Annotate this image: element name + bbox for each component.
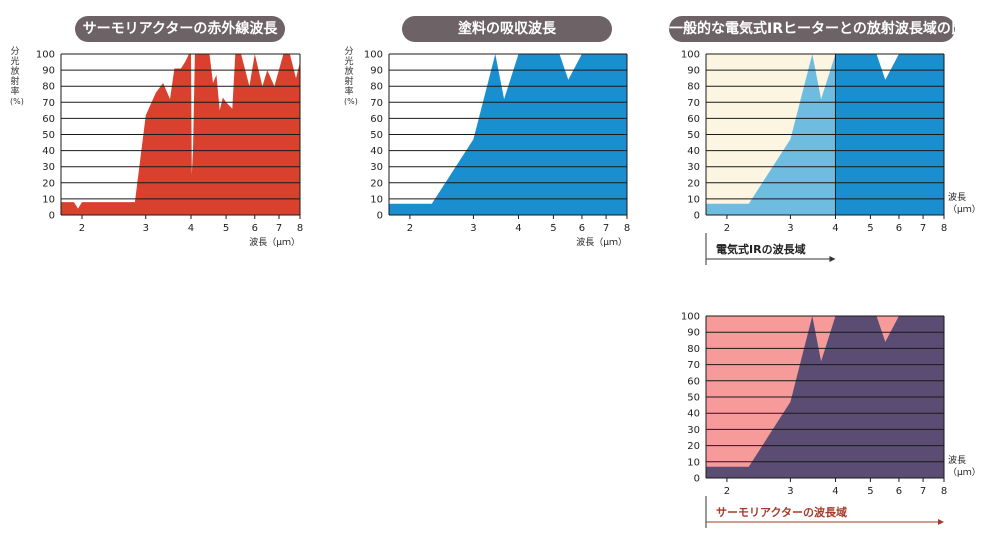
ytick-label: 100 [364, 50, 383, 61]
ytick-label: 100 [681, 50, 700, 61]
ytick-label: 30 [370, 162, 383, 173]
ytick-label: 20 [687, 178, 700, 189]
xaxis-label-line2: （μｍ） [948, 204, 981, 215]
xaxis-label: 波長（μｍ） [249, 236, 300, 248]
xtick-label: 6 [579, 223, 585, 234]
xtick-label: 8 [297, 223, 303, 234]
ytick-label: 0 [49, 211, 55, 222]
ytick-label: 10 [42, 194, 55, 205]
ytick-label: 60 [687, 376, 700, 387]
xtick-label: 2 [407, 223, 413, 234]
xtick-label: 2 [79, 223, 85, 234]
xtick-label: 2 [724, 223, 730, 234]
xtick-label: 4 [832, 223, 838, 234]
xtick-label: 3 [787, 486, 793, 497]
xtick-label: 4 [515, 223, 521, 234]
range-arrow-head [829, 256, 836, 262]
ytick-label: 80 [687, 82, 700, 93]
xtick-label: 4 [188, 223, 194, 234]
ytick-label: 40 [687, 409, 700, 420]
xtick-label: 4 [832, 486, 838, 497]
ytick-label: 90 [370, 66, 383, 77]
xtick-label: 3 [787, 223, 793, 234]
xtick-label: 2 [724, 486, 730, 497]
chart3-title: 一般的な電気式IRヒーターとの放射波長域の比較 [669, 16, 979, 42]
chart4-group: 0 10 20 30 40 50 60 70 80 90 100 2 3 4 5 6 7 8 波長（μｍ） サーモリア… [681, 312, 981, 528]
ytick-label: 0 [694, 474, 700, 485]
ytick-label: 60 [370, 114, 383, 125]
ytick-label: 90 [687, 66, 700, 77]
xaxis-label-line1: 波長 [948, 191, 966, 203]
ytick-label: 90 [42, 66, 55, 77]
ytick-label: 10 [687, 457, 700, 468]
ytick-label: 80 [42, 82, 55, 93]
ytick-label: 100 [36, 50, 55, 61]
xtick-label: 8 [941, 223, 947, 234]
xtick-label: 5 [223, 223, 229, 234]
ytick-label: 10 [687, 194, 700, 205]
xtick-label: 5 [550, 223, 556, 234]
xtick-label: 3 [143, 223, 149, 234]
xtick-label: 6 [896, 223, 902, 234]
paint-absorption-area-overlap [706, 54, 836, 215]
ytick-label: 40 [687, 146, 700, 157]
range-annotation-label: サーモリアクターの波長域 [716, 505, 847, 519]
ytick-label: 70 [370, 98, 383, 109]
ytick-label: 80 [370, 82, 383, 93]
ytick-label: 70 [687, 98, 700, 109]
ytick-label: 50 [42, 130, 55, 141]
chart1-group: 0 10 20 30 40 50 60 70 80 90 100 2 3 4 5 6 7 8 波長（μｍ） [36, 50, 303, 249]
ytick-label: 70 [42, 98, 55, 109]
xtick-label: 7 [276, 223, 282, 234]
ytick-label: 90 [687, 328, 700, 339]
ytick-label: 10 [370, 194, 383, 205]
ytick-label: 20 [687, 441, 700, 452]
ytick-label: 30 [687, 162, 700, 173]
ytick-label: 30 [42, 162, 55, 173]
xtick-label: 7 [920, 223, 926, 234]
ytick-label: 50 [687, 393, 700, 404]
ytick-label: 30 [687, 425, 700, 436]
chart3-group: 0 10 20 30 40 50 60 70 80 90 100 2 3 4 5 6 7 8 波長（μｍ） 電気式IR… [681, 50, 981, 265]
ytick-label: 50 [370, 130, 383, 141]
ytick-label: 70 [687, 360, 700, 371]
xtick-label: 5 [867, 486, 873, 497]
range-arrow-head [938, 519, 944, 525]
ytick-label: 0 [377, 211, 383, 222]
ytick-label: 40 [370, 146, 383, 157]
xtick-label: 5 [867, 223, 873, 234]
chart2-group: 0 10 20 30 40 50 60 70 80 90 100 2 3 4 5 6 7 8 波長（μｍ） [364, 50, 630, 249]
chart2-title: 塗料の吸収波長 [402, 16, 612, 42]
xtick-label: 6 [252, 223, 258, 234]
range-annotation-label: 電気式IRの波長域 [716, 242, 806, 256]
ytick-label: 40 [42, 146, 55, 157]
chart1-ylabel: 分光放射率 (%) [10, 47, 24, 106]
xtick-label: 8 [624, 223, 630, 234]
chart2-ylabel: 分光放射率 (%) [344, 47, 358, 106]
ytick-label: 60 [687, 114, 700, 125]
ytick-label: 20 [42, 178, 55, 189]
xtick-label: 3 [470, 223, 476, 234]
xtick-label: 7 [603, 223, 609, 234]
xaxis-label-line2: （μｍ） [948, 467, 981, 478]
ytick-label: 80 [687, 344, 700, 355]
chart1-title: サーモリアクターの赤外線波長 [75, 16, 285, 42]
xtick-label: 7 [920, 486, 926, 497]
ytick-label: 50 [687, 130, 700, 141]
xaxis-label: 波長（μｍ） [576, 236, 627, 248]
ytick-label: 0 [694, 211, 700, 222]
ytick-label: 20 [370, 178, 383, 189]
ytick-label: 100 [681, 312, 700, 323]
xtick-label: 6 [896, 486, 902, 497]
xaxis-label-line1: 波長 [948, 454, 966, 466]
ytick-label: 60 [42, 114, 55, 125]
xtick-label: 8 [941, 486, 947, 497]
